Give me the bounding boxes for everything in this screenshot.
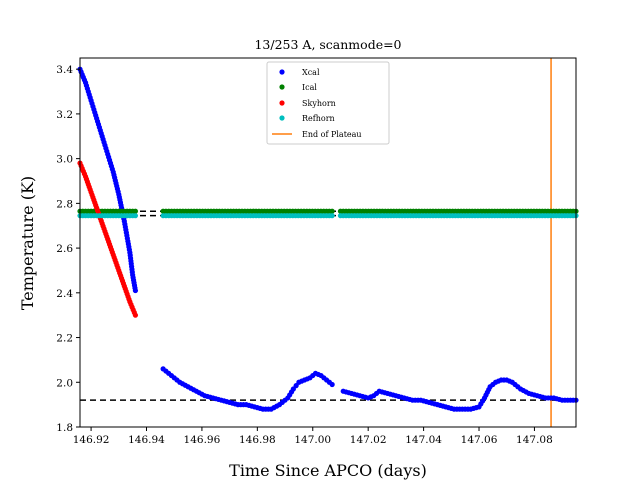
y-axis: 1.8 2.0 2.2 2.4 2.6 2.8 3.0 3.2 3.4 [56, 64, 80, 434]
y-tick-label: 2.8 [56, 198, 73, 210]
data-point [132, 312, 139, 318]
legend-label-xcal: Xcal [302, 68, 320, 77]
x-tick-label: 146.96 [184, 434, 221, 446]
legend-label-refhorn: Refhorn [302, 114, 335, 123]
chart-title: 13/253 A, scanmode=0 [254, 37, 401, 52]
legend-label-skyhorn: Skyhorn [302, 99, 336, 108]
legend-marker-refhorn [279, 115, 285, 121]
legend-label-ical: Ical [302, 83, 317, 92]
x-tick-label: 147.00 [294, 434, 331, 446]
y-tick-label: 2.4 [56, 288, 73, 300]
legend-box [266, 61, 390, 145]
y-tick-label: 3.0 [56, 154, 73, 166]
x-tick-label: 146.92 [73, 434, 110, 446]
x-tick-label: 147.04 [405, 434, 442, 446]
data-series [77, 66, 579, 412]
data-point [132, 213, 139, 219]
x-tick-label: 146.94 [128, 434, 165, 446]
data-point [329, 208, 335, 214]
y-tick-label: 2.2 [56, 333, 73, 345]
plot-frame [79, 57, 577, 428]
data-point [329, 381, 335, 388]
legend-marker-skyhorn [279, 100, 285, 106]
x-axis-label: Time Since APCO (days) [229, 461, 427, 480]
data-point [132, 287, 139, 294]
y-tick-label: 3.4 [56, 64, 73, 76]
legend-marker-xcal [279, 69, 285, 75]
legend-marker-ical [279, 84, 285, 90]
x-tick-label: 147.02 [350, 434, 387, 446]
x-tick-label: 147.08 [516, 434, 553, 446]
y-tick-label: 1.8 [56, 422, 73, 434]
data-point [132, 208, 139, 214]
series-xcal [77, 66, 579, 412]
y-tick-label: 2.6 [56, 243, 73, 255]
data-point [329, 213, 335, 219]
series-ical [77, 208, 579, 214]
x-axis: 146.92 146.94 146.96 146.98 147.00 147.02 147.… [73, 427, 553, 446]
y-axis-label: Temperature (K) [18, 176, 37, 310]
legend-label-end-of-plateau: End of Plateau [302, 130, 362, 139]
legend: Xcal Ical Skyhorn Refhorn End of Plateau [266, 61, 390, 145]
y-tick-label: 2.0 [56, 377, 73, 389]
x-tick-label: 146.98 [239, 434, 276, 446]
x-tick-label: 147.06 [461, 434, 498, 446]
y-tick-label: 3.2 [56, 109, 73, 121]
series-refhorn [77, 213, 579, 219]
